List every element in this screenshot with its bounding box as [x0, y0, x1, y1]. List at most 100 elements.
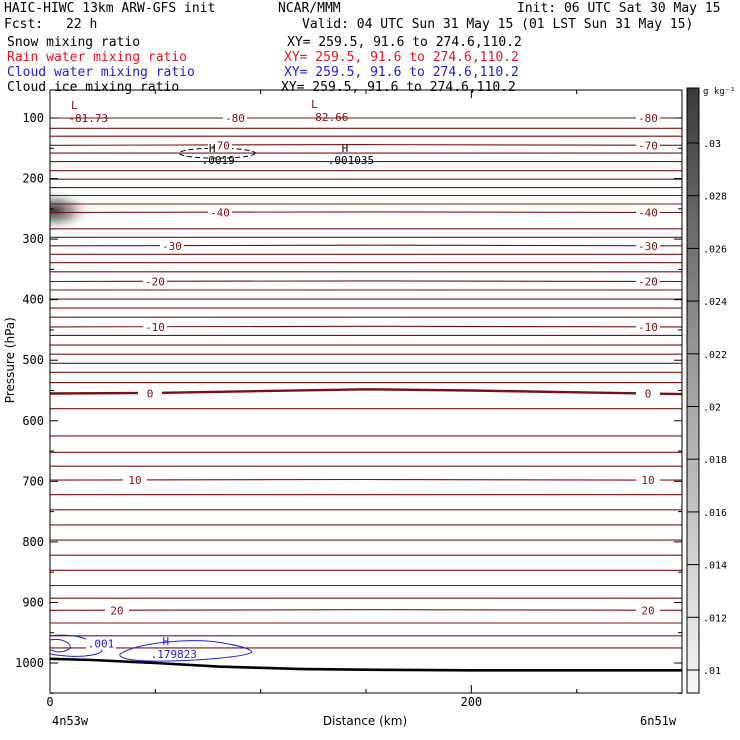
colorbar-tick-label: .01	[703, 666, 721, 677]
field-name-cloud-water: Cloud water mixing ratio	[7, 65, 195, 80]
contour-label-bg	[636, 206, 660, 219]
minimum-value: -82.66	[309, 111, 349, 124]
colorbar-tick-label: .012	[703, 613, 727, 624]
minimum-marker: L	[311, 98, 318, 111]
y-axis-title: Pressure (hPa)	[3, 317, 17, 403]
temperature-contour--40	[50, 211, 682, 214]
temperature-contour-label: -80	[638, 112, 658, 125]
right-location-label: 6n51w	[640, 714, 677, 728]
y-tick-label: 900	[22, 595, 44, 609]
contour-label-bg	[636, 604, 660, 617]
y-tick-label: 700	[22, 474, 44, 488]
colorbar-tick-label: .016	[703, 508, 727, 519]
field-name-snow: Snow mixing ratio	[7, 35, 141, 50]
temperature-contour-label: -80	[225, 112, 245, 125]
temperature-contour--70	[50, 144, 682, 146]
temperature-contour-label: -40	[638, 206, 658, 219]
temperature-contour-label: 0	[147, 388, 154, 401]
cloud-water-maximum-value: .179823	[151, 648, 197, 661]
cloud-water-contour	[50, 638, 71, 653]
snow-shading	[50, 188, 94, 233]
contour-label-bg	[636, 387, 660, 400]
colorbar-tick-label: .014	[703, 561, 727, 572]
contour-label-bg	[636, 112, 660, 124]
minimum-value: -81.73	[68, 112, 108, 125]
colorbar-tick-label: .022	[703, 350, 727, 361]
colorbar-tick-label: .028	[703, 192, 727, 203]
colorbar-tick-label: .02	[703, 403, 721, 414]
y-tick-label: 200	[22, 172, 44, 186]
temperature-contour-label: -20	[145, 276, 165, 289]
cloud-water-maximum-marker: H	[163, 635, 170, 648]
contour-label-bg	[208, 139, 232, 152]
x-tick-label: 0	[46, 695, 53, 709]
contour-label-bg	[208, 206, 232, 219]
temperature-contour-label: -40	[210, 206, 230, 219]
temperature-contour-20	[50, 609, 682, 611]
temperature-contour-label: -20	[638, 276, 658, 289]
temperature-contour-label: 0	[645, 388, 652, 401]
init-time: Init: 06 UTC Sat 30 May 15	[517, 1, 721, 16]
cloud-ice-maximum-marker: H	[209, 142, 216, 155]
field-xy-snow: XY= 259.5, 91.6 to 274.6,110.2	[287, 35, 522, 50]
field-xy-rain: XY= 259.5, 91.6 to 274.6,110.2	[284, 50, 519, 65]
field-name-cloud-ice: Cloud ice mixing ratio	[7, 80, 180, 95]
field-xy-cloud-ice: XY= 259.5, 91.6 to 274.6,110.2	[281, 80, 516, 95]
colorbar-unit: g kg⁻¹	[703, 87, 736, 97]
contour-label-bg	[636, 320, 660, 333]
colorbar-tick-label: .03	[703, 139, 721, 150]
temperature-contour--30	[50, 244, 682, 247]
contour-label-bg	[636, 474, 660, 487]
colorbar	[686, 87, 700, 694]
terrain-surface	[50, 657, 682, 672]
temperature-contour-label: -70	[210, 139, 230, 152]
y-tick-label: 300	[22, 232, 44, 246]
y-tick-label: 400	[22, 293, 44, 307]
center-label: NCAR/MMM	[278, 1, 341, 16]
cloud-ice-maximum-value: .001035	[328, 154, 374, 167]
contour-label-bg	[636, 239, 660, 252]
temperature-contour-label: -10	[145, 321, 165, 334]
contour-label-bg	[160, 239, 184, 252]
contour-label-bg	[636, 275, 660, 288]
cloud-water-contour	[119, 640, 253, 662]
contour-label-bg	[143, 275, 167, 288]
fcst-hours: 22 h	[66, 17, 98, 32]
contour-label-bg	[138, 387, 162, 400]
y-tick-label: 100	[22, 111, 44, 125]
temperature-contour-label: 20	[641, 604, 654, 617]
y-tick-label: 1000	[15, 656, 44, 670]
temperature-contour-label: -30	[162, 240, 182, 253]
contour-label-bg	[636, 139, 660, 152]
contour-label-bg	[143, 320, 167, 333]
temperature-contour-label: 20	[110, 604, 123, 617]
minimum-marker: L	[71, 99, 78, 112]
temperature-contour-label: 10	[641, 474, 654, 487]
contour-label-bg	[223, 112, 247, 124]
valid-time: Valid: 04 UTC Sun 31 May 15 (01 LST Sun …	[302, 17, 694, 32]
field-xy-cloud-water: XY= 259.5, 91.6 to 274.6,110.2	[284, 65, 519, 80]
y-tick-label: 800	[22, 535, 44, 549]
y-tick-label: 600	[22, 414, 44, 428]
x-tick-label: 200	[460, 695, 482, 709]
x-axis-title: Distance (km)	[323, 714, 407, 728]
colorbar-tick-label: .018	[703, 455, 727, 466]
y-tick-label: 500	[22, 353, 44, 367]
cloud-water-contour-label: .001	[88, 638, 115, 651]
colorbar-tick-label: .026	[703, 244, 727, 255]
cloud-ice-maximum-marker: H	[342, 142, 349, 155]
contour-label-bg	[86, 637, 116, 650]
contour-label-bg	[123, 474, 147, 487]
field-name-rain: Rain water mixing ratio	[7, 50, 188, 65]
temperature-contour-label: -10	[638, 321, 658, 334]
temperature-contour-label: -30	[638, 240, 658, 253]
fcst-label: Fcst:	[4, 17, 44, 32]
left-location-label: 4n53w	[52, 714, 89, 728]
temperature-contour-label: 10	[128, 474, 141, 487]
temperature-contour-label: -70	[638, 139, 658, 152]
contour-label-bg	[105, 604, 129, 617]
temperature-contour-10	[50, 478, 682, 481]
colorbar-tick-label: .024	[703, 297, 727, 308]
model-title: HAIC-HIWC 13km ARW-GFS init	[4, 1, 216, 16]
